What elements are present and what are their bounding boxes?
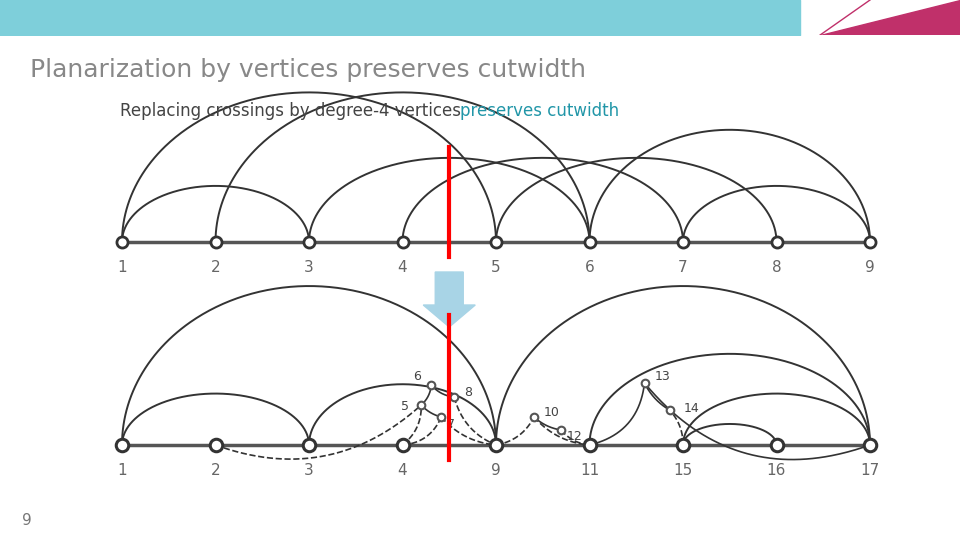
Text: 10: 10 <box>544 407 560 420</box>
Text: 5: 5 <box>492 260 501 275</box>
Text: 2: 2 <box>210 463 220 478</box>
Text: 12: 12 <box>567 429 583 442</box>
Text: 8: 8 <box>465 387 472 400</box>
Text: 14: 14 <box>684 402 700 415</box>
Text: 6: 6 <box>585 260 594 275</box>
Text: 15: 15 <box>673 463 692 478</box>
Text: 3: 3 <box>304 463 314 478</box>
Polygon shape <box>820 0 960 35</box>
Text: 4: 4 <box>397 463 407 478</box>
Text: 8: 8 <box>772 260 781 275</box>
Text: Replacing crossings by degree-4 vertices: Replacing crossings by degree-4 vertices <box>120 102 467 120</box>
Text: 17: 17 <box>860 463 879 478</box>
Text: 5: 5 <box>401 401 409 414</box>
Text: 7: 7 <box>447 418 455 431</box>
Text: 3: 3 <box>304 260 314 275</box>
Text: 9: 9 <box>865 260 875 275</box>
Text: 4: 4 <box>397 260 407 275</box>
Text: preserves cutwidth: preserves cutwidth <box>460 102 619 120</box>
Text: 6: 6 <box>414 370 421 383</box>
Text: 2: 2 <box>210 260 220 275</box>
Text: 1: 1 <box>117 463 127 478</box>
Text: 7: 7 <box>678 260 687 275</box>
FancyArrow shape <box>423 272 475 327</box>
Text: 9: 9 <box>22 513 32 528</box>
Text: 16: 16 <box>767 463 786 478</box>
Text: Planarization by vertices preserves cutwidth: Planarization by vertices preserves cutw… <box>30 58 586 82</box>
Text: 13: 13 <box>655 370 670 383</box>
Text: 1: 1 <box>117 260 127 275</box>
Text: 11: 11 <box>580 463 599 478</box>
Text: 9: 9 <box>492 463 501 478</box>
